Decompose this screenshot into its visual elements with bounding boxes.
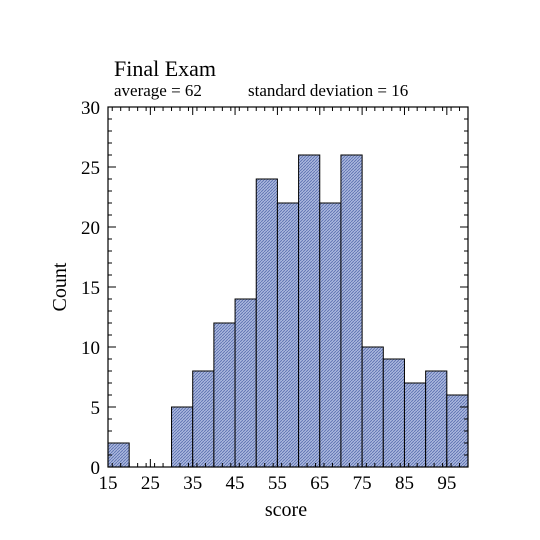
- x-tick-label: 55: [268, 473, 287, 494]
- x-tick-label: 65: [310, 473, 329, 494]
- bar-35-40: [192, 370, 215, 468]
- y-tick-label: 30: [81, 98, 100, 119]
- chart-title: Final Exam: [114, 56, 216, 81]
- bar-65-70: [319, 202, 342, 468]
- ticks-group: [107, 106, 468, 468]
- bar-50-55: [255, 178, 278, 468]
- y-tick-label: 5: [91, 398, 101, 419]
- y-tick-label: 25: [81, 158, 100, 179]
- y-tick-label: 0: [91, 458, 101, 479]
- y-tick-labels: 0 5 10 15 20 25 30: [81, 98, 100, 479]
- x-axis-label: score: [265, 499, 307, 521]
- bar-55-60: [276, 202, 300, 468]
- bar-80-85: [382, 358, 405, 468]
- x-tick-label: 35: [183, 473, 202, 494]
- bars-group: [107, 154, 469, 468]
- chart-subtitle-std-dev: standard deviation = 16: [248, 81, 408, 100]
- bar-75-80: [361, 346, 384, 468]
- y-tick-label: 15: [81, 278, 100, 299]
- bar-30-35: [171, 406, 194, 468]
- x-tick-label: 85: [395, 473, 414, 494]
- x-tick-label: 25: [141, 473, 160, 494]
- y-axis-label: Count: [49, 262, 71, 311]
- chart-subtitle-average: average = 62: [114, 81, 202, 100]
- bar-40-45: [213, 322, 236, 468]
- bar-70-75: [340, 154, 363, 468]
- x-tick-label: 45: [226, 473, 245, 494]
- x-tick-label: 95: [437, 473, 456, 494]
- y-tick-label: 10: [81, 338, 100, 359]
- bar-60-65: [298, 154, 321, 468]
- y-tick-label: 20: [81, 218, 100, 239]
- x-tick-label: 75: [353, 473, 372, 494]
- bar-85-90: [403, 382, 427, 468]
- bar-90-95: [425, 370, 448, 468]
- x-tick-label: 15: [99, 473, 118, 494]
- bar-45-50: [234, 298, 257, 468]
- x-tick-labels: 15 25 35 45 55 65 75 85 95: [99, 473, 457, 494]
- plot-frame: [107, 106, 469, 468]
